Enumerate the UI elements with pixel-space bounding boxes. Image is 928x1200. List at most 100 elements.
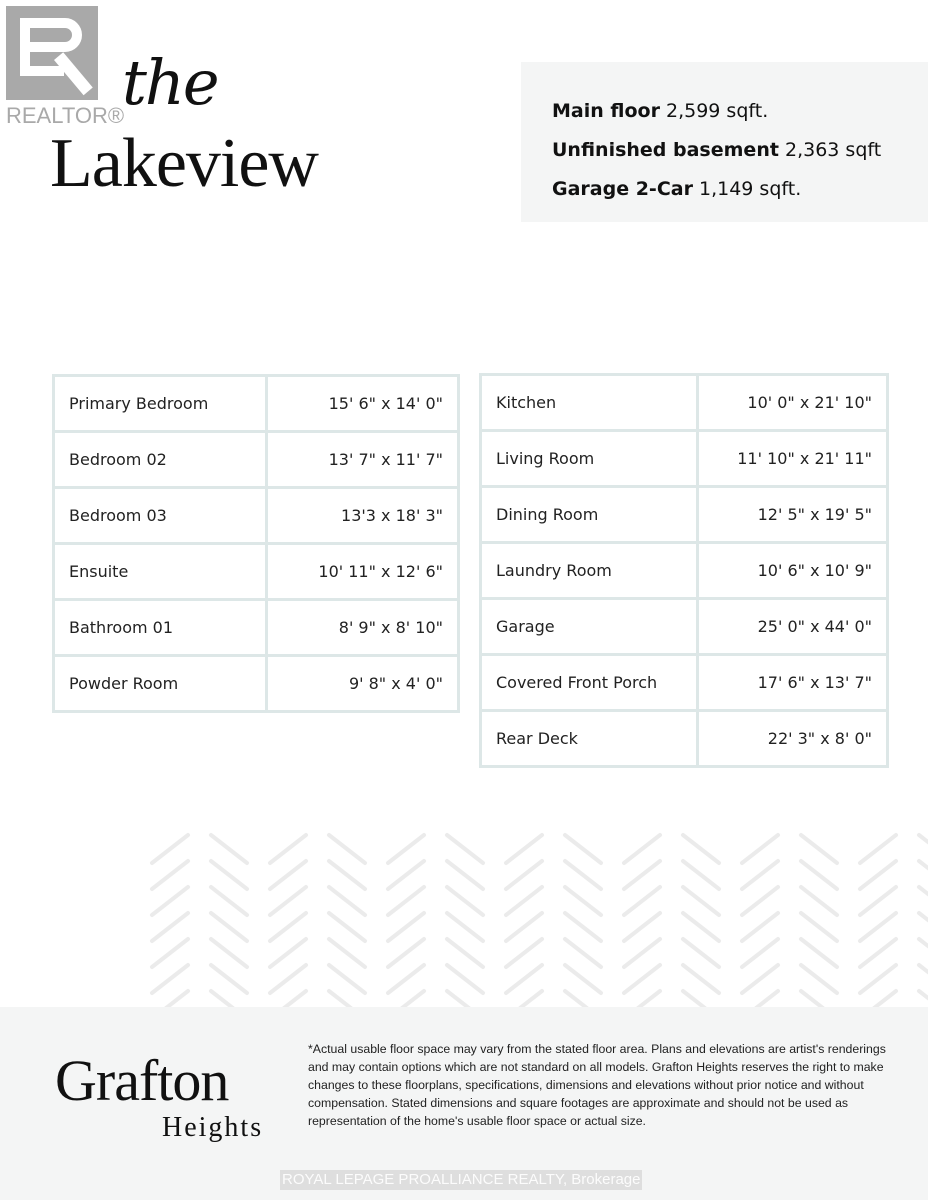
pattern-stroke (740, 963, 780, 995)
pattern-stroke (504, 963, 544, 995)
pattern-stroke (799, 885, 839, 917)
pattern-stroke (150, 963, 190, 995)
table-row: Bedroom 02 13' 7" x 11' 7" (52, 430, 460, 489)
chevron-pattern (150, 833, 928, 1008)
pattern-stroke (209, 859, 249, 891)
pattern-stroke (504, 885, 544, 917)
pattern-stroke (917, 937, 928, 949)
pattern-stroke (563, 885, 603, 917)
pattern-stroke (150, 911, 190, 943)
pattern-stroke (681, 963, 721, 995)
pattern-stroke (622, 963, 662, 995)
room-dimensions: 13'3 x 18' 3" (265, 486, 460, 545)
room-dimensions-table-left: Primary Bedroom 15' 6" x 14' 0" Bedroom 02… (52, 374, 460, 713)
pattern-stroke (563, 937, 603, 969)
room-name: Powder Room (52, 654, 268, 713)
pattern-stroke (268, 885, 308, 917)
pattern-stroke (327, 989, 355, 1008)
room-name: Rear Deck (479, 709, 699, 768)
pattern-stroke (445, 833, 485, 865)
pattern-stroke (917, 963, 928, 975)
pattern-stroke (209, 833, 249, 865)
table-row: Laundry Room 10' 6" x 10' 9" (479, 541, 889, 600)
title-prefix: the (122, 46, 220, 119)
pattern-stroke (386, 833, 426, 865)
brokerage-watermark: ROYAL LEPAGE PROALLIANCE REALTY, Brokera… (280, 1170, 643, 1190)
pattern-stroke (917, 859, 928, 871)
pattern-stroke (740, 859, 780, 891)
pattern-stroke (752, 989, 780, 1008)
room-name: Covered Front Porch (479, 653, 699, 712)
pattern-stroke (504, 937, 544, 969)
room-name: Dining Room (479, 485, 699, 544)
pattern-stroke (917, 833, 928, 845)
table-row: Primary Bedroom 15' 6" x 14' 0" (52, 374, 460, 433)
pattern-stroke (858, 859, 898, 891)
pattern-stroke (740, 911, 780, 943)
room-dimensions: 8' 9" x 8' 10" (265, 598, 460, 657)
room-dimensions-table-right: Kitchen 10' 0" x 21' 10" Living Room 11' 10… (479, 373, 889, 768)
pattern-stroke (504, 911, 544, 943)
room-dimensions: 10' 6" x 10' 9" (696, 541, 889, 600)
pattern-stroke (386, 859, 426, 891)
pattern-stroke (327, 963, 367, 995)
room-name: Kitchen (479, 373, 699, 432)
pattern-stroke (858, 963, 898, 995)
pattern-stroke (870, 989, 898, 1008)
pattern-stroke (162, 989, 190, 1008)
table-row: Living Room 11' 10" x 21' 11" (479, 429, 889, 488)
pattern-stroke (150, 859, 190, 891)
room-dimensions: 9' 8" x 4' 0" (265, 654, 460, 713)
pattern-stroke (740, 885, 780, 917)
pattern-stroke (799, 937, 839, 969)
room-name: Bedroom 02 (52, 430, 268, 489)
pattern-stroke (268, 833, 308, 865)
page-title: Lakeview (50, 125, 319, 202)
pattern-stroke (740, 833, 780, 865)
pattern-stroke (445, 885, 485, 917)
room-dimensions: 13' 7" x 11' 7" (265, 430, 460, 489)
pattern-stroke (563, 989, 591, 1008)
pattern-stroke (504, 859, 544, 891)
table-row: Bathroom 01 8' 9" x 8' 10" (52, 598, 460, 657)
pattern-stroke (268, 963, 308, 995)
pattern-stroke (150, 885, 190, 917)
pattern-stroke (445, 937, 485, 969)
pattern-stroke (209, 937, 249, 969)
pattern-stroke (681, 937, 721, 969)
pattern-stroke (327, 885, 367, 917)
pattern-stroke (150, 937, 190, 969)
realtor-logo (6, 6, 98, 100)
pattern-stroke (327, 833, 367, 865)
pattern-stroke (445, 911, 485, 943)
pattern-stroke (563, 859, 603, 891)
disclaimer-text: *Actual usable floor space may vary from… (308, 1042, 886, 1128)
room-dimensions: 25' 0" x 44' 0" (696, 597, 889, 656)
room-name: Bedroom 03 (52, 486, 268, 545)
pattern-stroke (917, 911, 928, 923)
pattern-stroke (445, 859, 485, 891)
spec-main-floor: Main floor 2,599 sqft. (552, 100, 769, 122)
pattern-stroke (799, 963, 839, 995)
table-row: Covered Front Porch 17' 6" x 13' 7" (479, 653, 889, 712)
brand-logo-grafton: Grafton (55, 1048, 229, 1113)
pattern-stroke (386, 963, 426, 995)
pattern-stroke (327, 911, 367, 943)
table-row: Bedroom 03 13'3 x 18' 3" (52, 486, 460, 545)
pattern-stroke (681, 833, 721, 865)
room-dimensions: 17' 6" x 13' 7" (696, 653, 889, 712)
pattern-stroke (209, 885, 249, 917)
footer (0, 1007, 928, 1200)
pattern-stroke (858, 885, 898, 917)
pattern-stroke (280, 989, 308, 1008)
table-row: Ensuite 10' 11" x 12' 6" (52, 542, 460, 601)
pattern-stroke (563, 911, 603, 943)
room-name: Laundry Room (479, 541, 699, 600)
pattern-stroke (209, 989, 237, 1008)
pattern-stroke (799, 833, 839, 865)
room-name: Primary Bedroom (52, 374, 268, 433)
pattern-stroke (799, 989, 827, 1008)
room-name: Living Room (479, 429, 699, 488)
room-dimensions: 22' 3" x 8' 0" (696, 709, 889, 768)
pattern-stroke (740, 937, 780, 969)
